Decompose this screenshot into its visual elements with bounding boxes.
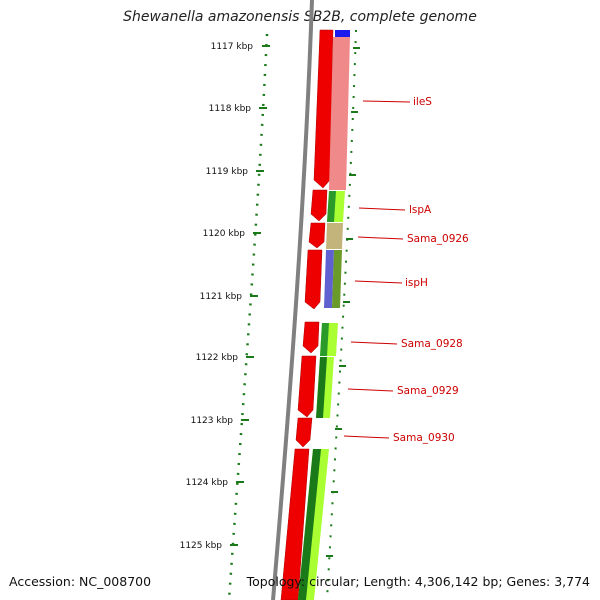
genome-backbone xyxy=(271,0,314,600)
map-title: Shewanella amazonensis SB2B, complete ge… xyxy=(123,9,477,25)
green-dark-stripe-4 xyxy=(298,449,321,600)
tick-label: 1118 kbp xyxy=(209,104,252,114)
cds-arrow xyxy=(280,448,310,600)
gene-label-ileS: ileS xyxy=(413,96,432,108)
gene-label-sama-0926: Sama_0926 xyxy=(407,233,469,245)
scale-ticks: 1117 kbp 1118 kbp 1119 kbp 1120 kbp 1121… xyxy=(180,42,270,551)
gene-class-track xyxy=(298,30,350,600)
cds-arrow xyxy=(310,189,328,222)
gene-label-ispH: ispH xyxy=(405,277,428,289)
khaki-block xyxy=(326,223,343,249)
tick-label: 1117 kbp xyxy=(211,42,254,52)
blue-block xyxy=(335,30,350,37)
tick-label: 1125 kbp xyxy=(180,541,223,551)
gene-label-lspA: lspA xyxy=(409,204,432,216)
gene-label-sama-0928: Sama_0928 xyxy=(401,338,463,350)
blue-block-2 xyxy=(324,250,334,308)
genome-summary: Topology: circular; Length: 4,306,142 bp… xyxy=(246,574,590,589)
cds-arrow xyxy=(304,249,323,310)
cds-arrow xyxy=(295,417,313,448)
green-dark-stripe xyxy=(327,191,336,222)
cds-arrow xyxy=(302,321,320,354)
green-dark-stripe-2 xyxy=(320,323,329,356)
cds-track xyxy=(280,29,334,600)
inner-dotted-ring xyxy=(326,29,357,600)
tick-label: 1120 kbp xyxy=(203,229,246,239)
gene-label-sama-0930: Sama_0930 xyxy=(393,432,455,444)
gene-leaders xyxy=(343,100,411,439)
scale-dotted-ring xyxy=(227,33,269,600)
gene-label-sama-0929: Sama_0929 xyxy=(397,385,459,397)
tick-label: 1122 kbp xyxy=(196,353,239,363)
cds-arrow xyxy=(308,222,326,249)
tick-label: 1121 kbp xyxy=(200,292,243,302)
salmon-block xyxy=(329,37,350,190)
accession-label: Accession: NC_008700 xyxy=(9,574,152,589)
cds-arrow xyxy=(313,29,334,189)
tick-label: 1124 kbp xyxy=(186,478,229,488)
inner-ring-ticks xyxy=(326,47,360,557)
green-block-2 xyxy=(332,250,342,308)
green-dark-stripe-3 xyxy=(316,357,327,418)
tick-label: 1119 kbp xyxy=(206,167,249,177)
cds-arrow xyxy=(297,355,317,418)
tick-label: 1123 kbp xyxy=(191,416,234,426)
